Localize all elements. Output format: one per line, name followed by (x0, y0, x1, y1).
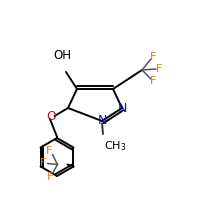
Text: F: F (156, 64, 162, 74)
Text: N: N (97, 114, 107, 128)
Text: N: N (117, 102, 127, 114)
Text: OH: OH (53, 49, 71, 62)
Text: F: F (40, 158, 47, 168)
Text: F: F (47, 172, 54, 182)
Text: CH$_3$: CH$_3$ (104, 139, 126, 153)
Text: O: O (46, 110, 56, 123)
Text: F: F (150, 52, 156, 62)
Text: F: F (46, 146, 53, 156)
Text: F: F (150, 76, 156, 86)
